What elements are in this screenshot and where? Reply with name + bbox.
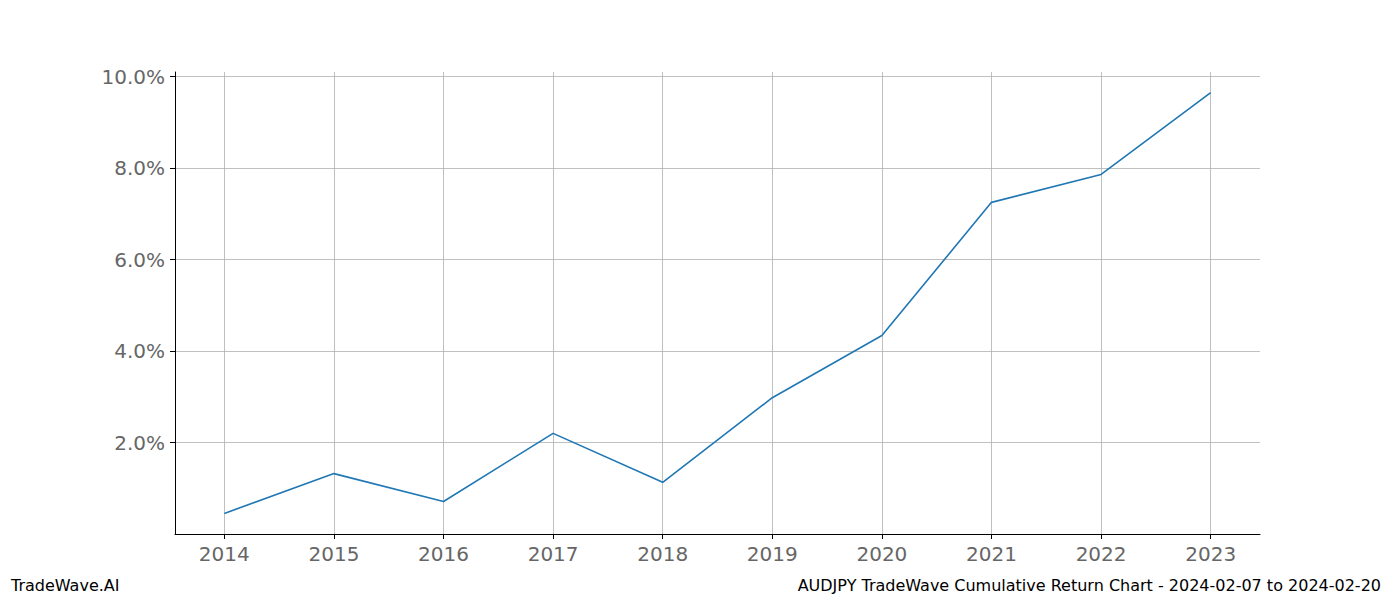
svg-text:2019: 2019 [747, 542, 798, 566]
svg-text:2020: 2020 [856, 542, 907, 566]
svg-text:2014: 2014 [199, 542, 250, 566]
svg-text:2015: 2015 [308, 542, 359, 566]
svg-text:2.0%: 2.0% [114, 431, 165, 455]
svg-text:2023: 2023 [1185, 542, 1236, 566]
svg-text:2017: 2017 [528, 542, 579, 566]
svg-text:2022: 2022 [1076, 542, 1127, 566]
svg-text:TradeWave.AI: TradeWave.AI [10, 576, 119, 595]
svg-text:2021: 2021 [966, 542, 1017, 566]
svg-text:6.0%: 6.0% [114, 248, 165, 272]
svg-text:AUDJPY TradeWave Cumulative Re: AUDJPY TradeWave Cumulative Return Chart… [798, 576, 1381, 595]
svg-text:4.0%: 4.0% [114, 339, 165, 363]
svg-text:2016: 2016 [418, 542, 469, 566]
svg-text:8.0%: 8.0% [114, 156, 165, 180]
svg-text:2018: 2018 [637, 542, 688, 566]
svg-text:10.0%: 10.0% [101, 65, 165, 89]
